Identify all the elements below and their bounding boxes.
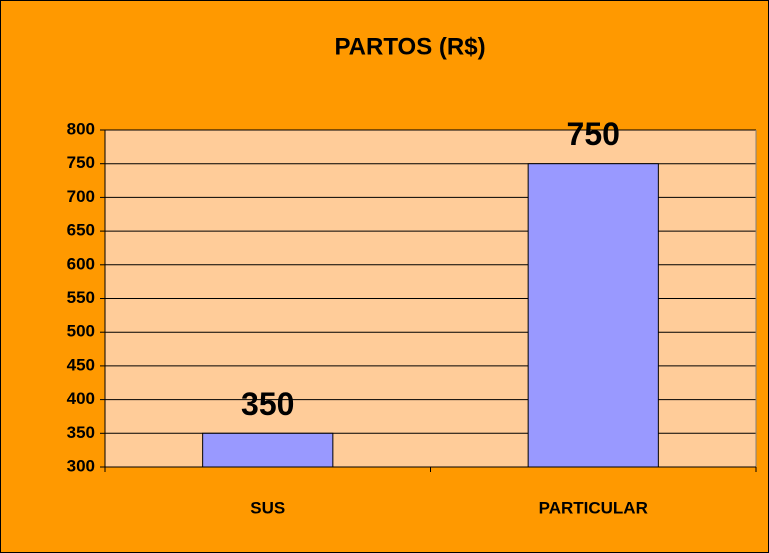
data-label: 750 [567,116,620,152]
x-tick-label: PARTICULAR [539,498,648,517]
y-tick-label: 550 [67,288,95,307]
chart-title: PARTOS (R$) [334,33,485,60]
y-tick-label: 800 [67,119,95,138]
x-tick-label: SUS [250,498,285,517]
y-tick-label: 400 [67,389,95,408]
bar [527,163,659,468]
y-tick-label: 750 [67,153,95,172]
y-tick-label: 650 [67,221,95,240]
y-tick-label: 450 [67,355,95,374]
y-tick-label: 700 [67,187,95,206]
y-tick-label: 600 [67,254,95,273]
y-tick-label: 300 [67,456,95,475]
bar [202,432,334,468]
y-tick-label: 350 [67,423,95,442]
y-tick-label: 500 [67,322,95,341]
data-label: 350 [241,386,294,422]
